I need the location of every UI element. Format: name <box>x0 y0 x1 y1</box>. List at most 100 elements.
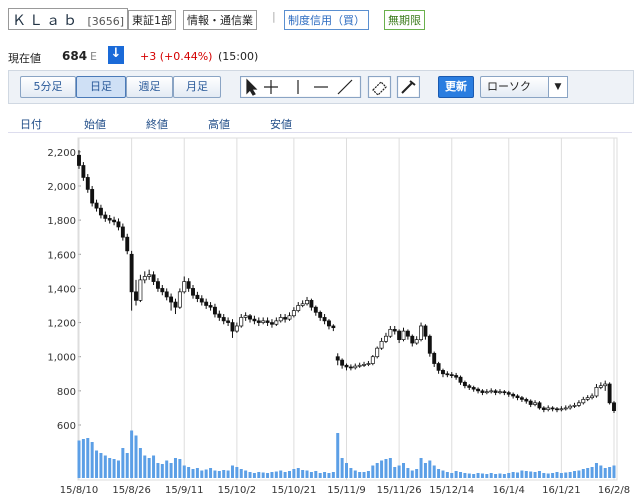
volume-bar <box>283 472 287 478</box>
candle-body <box>603 383 608 387</box>
volume-bar <box>428 460 432 478</box>
update-button[interactable]: 更新 <box>438 76 474 98</box>
column-label: 日付 <box>20 118 42 131</box>
pointer-tool[interactable] <box>246 78 258 96</box>
cross-tool[interactable] <box>264 80 278 94</box>
candle-body <box>186 281 191 289</box>
volume-bar <box>511 472 515 478</box>
volume-bar <box>358 472 362 478</box>
tool-group <box>240 76 362 98</box>
volume-bar <box>239 469 243 478</box>
code: [3656] <box>87 15 125 28</box>
volume-bar <box>415 469 419 478</box>
volume-bar <box>169 463 173 478</box>
candle-body <box>98 207 103 216</box>
volume-bar <box>472 474 476 478</box>
volume-bar <box>533 472 537 478</box>
candle-body <box>265 320 270 323</box>
candle-body <box>362 364 366 366</box>
period-button[interactable]: 週足 <box>126 76 173 98</box>
candle-body <box>467 385 472 388</box>
candle-body <box>476 388 481 392</box>
volume-bar <box>160 464 164 478</box>
volume-bar <box>516 472 520 478</box>
volume-bar <box>340 458 344 478</box>
candle-body <box>357 364 362 367</box>
volume-bar <box>152 455 156 478</box>
volume-bar <box>546 473 550 478</box>
candle-body <box>335 356 340 361</box>
candle-body <box>462 381 467 387</box>
volume-bar <box>187 467 191 478</box>
volume-bar <box>99 453 103 478</box>
candle-body <box>533 402 538 405</box>
candle-body <box>392 329 397 332</box>
period-button[interactable]: 月足 <box>173 76 221 98</box>
volume-bar <box>178 459 182 478</box>
volume-bar <box>244 470 248 478</box>
volume-bar <box>108 458 112 478</box>
trend-tool[interactable] <box>337 79 353 95</box>
volume-bar <box>485 474 489 478</box>
volume-bar <box>467 473 471 478</box>
volume-bar <box>195 468 199 478</box>
volume-bar <box>143 455 147 478</box>
volume-bar <box>450 473 454 478</box>
candle-body <box>147 274 152 277</box>
volume-bar <box>406 468 410 478</box>
candle-body <box>506 392 511 395</box>
dropdown-arrow[interactable]: ▼ <box>548 76 568 98</box>
candle-body <box>493 390 498 393</box>
volume-bar <box>103 455 107 478</box>
candle-body <box>230 322 235 332</box>
column-label: 安値 <box>270 118 292 131</box>
y-tick-label: 1,400 <box>47 284 76 295</box>
volume-bar <box>86 438 90 478</box>
volume-bar <box>323 472 327 478</box>
candle-body <box>449 374 454 376</box>
volume-bar <box>156 463 160 478</box>
volume-bar <box>498 473 502 478</box>
volume-bar <box>345 463 348 478</box>
candle-body <box>331 325 336 329</box>
period-button[interactable]: 5分足 <box>20 76 76 98</box>
candle-body <box>348 366 353 369</box>
candle-body <box>546 407 551 410</box>
candle-body <box>94 202 99 209</box>
volume-bar <box>603 468 607 478</box>
volume-bar <box>112 459 116 478</box>
candle-body <box>432 352 437 364</box>
volume-bar <box>502 474 506 478</box>
candle-body <box>103 214 108 219</box>
volume-bar <box>480 473 484 478</box>
volume-bar <box>279 470 283 478</box>
change: +3 (+0.44%) <box>140 50 213 63</box>
chart-type-select[interactable]: ローソク <box>480 76 554 98</box>
volume-bar <box>248 472 252 478</box>
x-tick-label: 15/12/14 <box>429 485 474 496</box>
volume-bar <box>551 473 555 478</box>
candle-body <box>427 335 432 354</box>
candle-body <box>81 165 86 178</box>
candle-body <box>410 335 415 344</box>
volume-bar <box>599 465 603 478</box>
volume-bar <box>318 473 322 478</box>
volume-bar <box>432 465 436 478</box>
volume-bar <box>252 473 256 478</box>
candle-body <box>423 325 428 337</box>
volume-bar <box>230 465 234 478</box>
volume-bar <box>353 470 357 478</box>
candle-body <box>366 363 371 365</box>
volume-bar <box>612 465 616 478</box>
volume-bar <box>134 435 138 478</box>
candle-body <box>401 330 406 340</box>
volume-bar <box>608 467 612 478</box>
candle-body <box>559 408 564 411</box>
volume-bar <box>95 450 99 478</box>
candle-body <box>77 154 81 166</box>
eraser-tool[interactable] <box>367 76 392 98</box>
volume-bar <box>371 465 375 478</box>
period-button[interactable]: 日足 <box>76 76 126 98</box>
volume-bar <box>524 471 528 478</box>
volume-bar <box>463 473 467 478</box>
